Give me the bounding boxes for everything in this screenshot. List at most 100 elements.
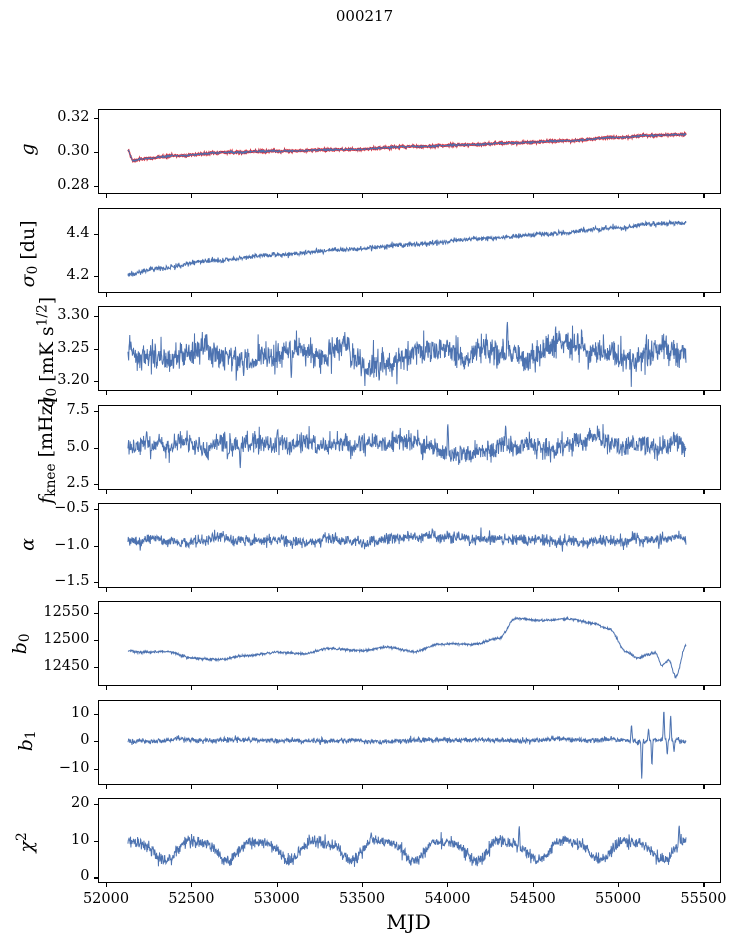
ytick-label-b0-1: 12500: [43, 630, 90, 647]
ytick-mark-q0-0: [93, 381, 98, 383]
xtick-mark-q0-5: [532, 391, 534, 395]
ytick-label-fknee-0: 2.5: [66, 475, 90, 492]
ytick-label-b0-0: 12450: [43, 658, 90, 675]
ytick-label-b0-2: 12550: [43, 603, 90, 620]
xtick-mark-g-1: [191, 194, 193, 198]
series-line-chi2: [126, 825, 686, 867]
xtick-mark-b0-1: [191, 686, 193, 690]
ytick-mark-chi2-2: [93, 803, 98, 805]
xtick-label-5: 54500: [509, 891, 556, 907]
ytick-mark-alpha-1: [93, 545, 98, 547]
xtick-mark-fknee-3: [362, 490, 364, 494]
xtick-mark-q0-1: [191, 391, 193, 395]
ytick-label-chi2-1: 10: [71, 831, 90, 848]
ytick-label-fknee-1: 5.0: [66, 438, 90, 455]
ytick-label-g-1: 0.30: [57, 142, 90, 159]
ytick-mark-alpha-0: [93, 582, 98, 584]
xtick-mark-g-0: [106, 194, 108, 198]
series-line-g: [127, 131, 686, 163]
panel-b1: [97, 700, 721, 785]
xtick-mark-fknee-7: [703, 490, 705, 494]
xtick-mark-chi2-3: [362, 883, 364, 887]
panel-alpha: [97, 503, 721, 588]
xtick-mark-sigma0-5: [532, 293, 534, 297]
ytick-mark-sigma0-0: [93, 276, 98, 278]
ytick-mark-fknee-0: [93, 484, 98, 486]
xtick-mark-chi2-4: [447, 883, 449, 887]
xtick-mark-chi2-6: [618, 883, 620, 887]
series-line-b0: [127, 615, 686, 679]
xtick-mark-fknee-5: [532, 490, 534, 494]
panel-g: [97, 109, 721, 194]
ytick-label-q0-2: 3.30: [57, 306, 90, 323]
ytick-mark-g-2: [93, 117, 98, 119]
ytick-label-g-0: 0.28: [57, 176, 90, 193]
ytick-label-q0-0: 3.20: [57, 372, 90, 389]
series-line-fknee: [126, 424, 686, 469]
xtick-mark-sigma0-2: [276, 293, 278, 297]
ytick-mark-b1-0: [93, 768, 98, 770]
ytick-mark-b0-0: [93, 667, 98, 669]
xtick-mark-b1-7: [703, 785, 705, 789]
xtick-mark-fknee-4: [447, 490, 449, 494]
xtick-mark-q0-3: [362, 391, 364, 395]
xtick-mark-alpha-0: [106, 588, 108, 592]
series-line-sigma0: [126, 219, 686, 277]
xtick-mark-b0-5: [532, 686, 534, 690]
ytick-mark-chi2-0: [93, 877, 98, 879]
xtick-mark-b0-2: [276, 686, 278, 690]
xtick-mark-chi2-7: [703, 883, 705, 887]
xtick-mark-b1-2: [276, 785, 278, 789]
ytick-label-chi2-0: 0: [80, 868, 90, 885]
xtick-label-6: 55000: [595, 891, 642, 907]
xtick-mark-fknee-6: [618, 490, 620, 494]
xtick-mark-b1-6: [618, 785, 620, 789]
xtick-label-7: 55500: [680, 891, 727, 907]
xtick-mark-alpha-1: [191, 588, 193, 592]
xtick-mark-chi2-1: [191, 883, 193, 887]
xtick-mark-chi2-2: [276, 883, 278, 887]
xtick-mark-sigma0-1: [191, 293, 193, 297]
xtick-mark-alpha-4: [447, 588, 449, 592]
xtick-mark-g-3: [362, 194, 364, 198]
xtick-label-4: 54000: [424, 891, 471, 907]
xaxis-label: MJD: [386, 910, 431, 934]
xtick-mark-q0-2: [276, 391, 278, 395]
xtick-mark-g-4: [447, 194, 449, 198]
ytick-label-q0-1: 3.25: [57, 339, 90, 356]
xtick-mark-g-5: [532, 194, 534, 198]
xtick-mark-sigma0-3: [362, 293, 364, 297]
xtick-mark-chi2-0: [106, 883, 108, 887]
ytick-mark-b1-1: [93, 741, 98, 743]
panel-b0: [97, 601, 721, 686]
xtick-mark-b0-7: [703, 686, 705, 690]
xtick-mark-b1-5: [532, 785, 534, 789]
xtick-label-2: 53000: [253, 891, 300, 907]
ytick-mark-alpha-2: [93, 508, 98, 510]
ytick-label-g-2: 0.32: [57, 108, 90, 125]
xtick-mark-q0-4: [447, 391, 449, 395]
xtick-mark-alpha-3: [362, 588, 364, 592]
ytick-label-sigma0-1: 4.4: [66, 224, 90, 241]
series-line-alpha: [126, 527, 686, 552]
xtick-mark-q0-0: [106, 391, 108, 395]
ytick-label-b1-2: 10: [71, 704, 90, 721]
xtick-label-3: 53500: [338, 891, 386, 907]
ytick-label-alpha-1: −1.0: [54, 536, 90, 553]
xtick-label-1: 52500: [168, 891, 215, 907]
xtick-mark-chi2-5: [532, 883, 534, 887]
xtick-mark-fknee-1: [191, 490, 193, 494]
xtick-mark-b0-4: [447, 686, 449, 690]
xtick-mark-sigma0-7: [703, 293, 705, 297]
xtick-mark-b0-0: [106, 686, 108, 690]
xtick-mark-sigma0-4: [447, 293, 449, 297]
ytick-mark-b0-1: [93, 639, 98, 642]
xtick-mark-b0-6: [618, 686, 620, 690]
ytick-mark-sigma0-1: [93, 233, 98, 235]
panel-fknee: [97, 405, 721, 490]
series-line-q0: [126, 321, 686, 387]
ytick-label-fknee-2: 7.5: [66, 401, 90, 418]
ylabel-b0-text: b0: [9, 633, 34, 655]
ytick-label-alpha-2: −0.5: [54, 499, 90, 516]
ytick-mark-b0-2: [93, 612, 98, 614]
